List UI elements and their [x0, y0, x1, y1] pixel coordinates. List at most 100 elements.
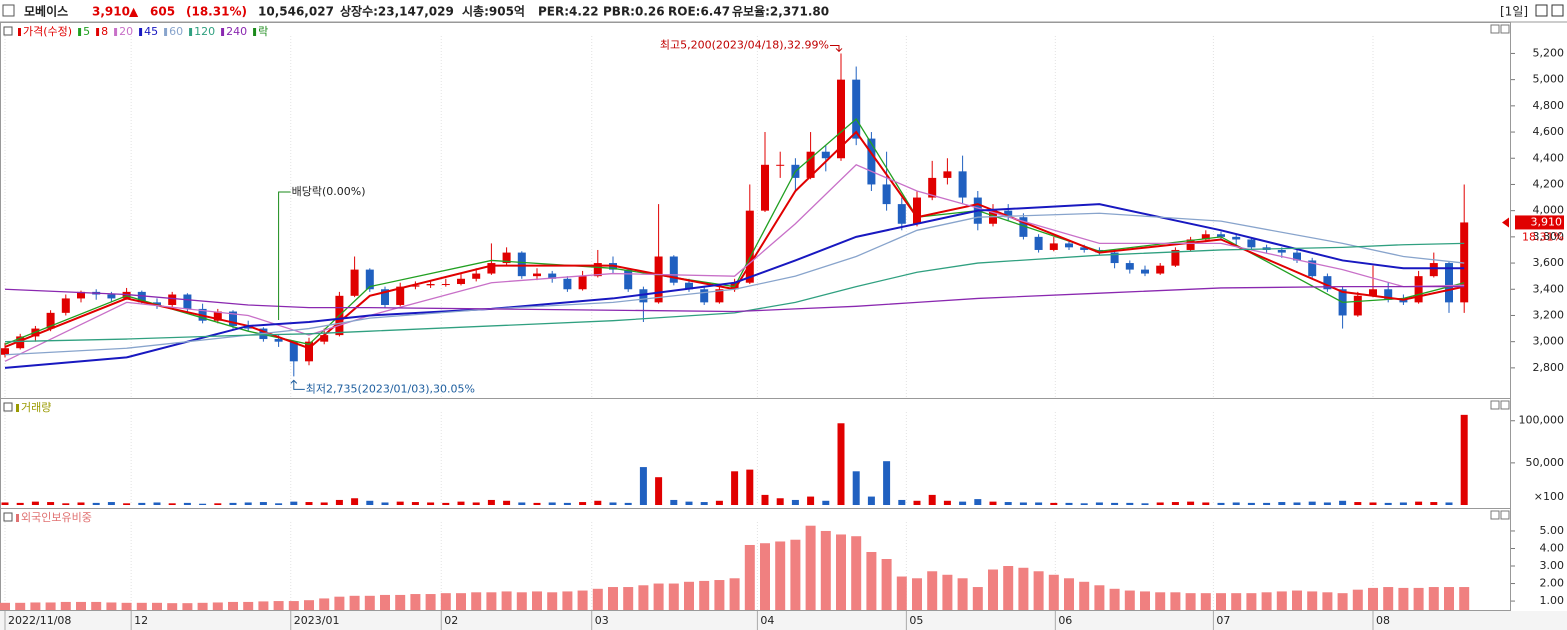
- ma-line: [4, 117, 1465, 345]
- bar: [106, 602, 117, 610]
- bar: [820, 530, 831, 610]
- x-tick-label: 08: [1376, 614, 1390, 627]
- candle-body: [928, 177, 937, 198]
- legend-label: 60: [169, 25, 183, 38]
- bar: [592, 588, 603, 610]
- candle-body: [852, 79, 861, 139]
- panel-swatch: [16, 514, 19, 522]
- pbr: PBR:0.26: [603, 5, 665, 19]
- y-tick-label: 4,200: [1533, 177, 1565, 190]
- bar: [410, 594, 421, 610]
- bar: [1415, 501, 1423, 505]
- candle-body: [700, 289, 709, 303]
- legend-label: 가격(수정): [23, 25, 72, 38]
- bar: [1246, 593, 1257, 610]
- bar: [395, 594, 406, 610]
- x-tick-label: 2023/01: [294, 614, 340, 627]
- bar: [668, 583, 679, 610]
- bar: [76, 601, 86, 610]
- bar: [335, 499, 343, 505]
- bar: [472, 502, 480, 505]
- bar: [1033, 571, 1044, 610]
- panel-swatch: [16, 404, 19, 412]
- bar: [304, 600, 314, 610]
- close-button[interactable]: [1551, 4, 1564, 17]
- candle-body: [381, 289, 389, 305]
- panel-button[interactable]: [1500, 510, 1510, 520]
- bar: [912, 578, 922, 610]
- panel-checkbox[interactable]: [3, 26, 13, 36]
- candle-body: [913, 197, 921, 224]
- bar: [822, 500, 830, 505]
- bar: [229, 502, 237, 505]
- panel-button[interactable]: [1490, 510, 1500, 520]
- bar: [305, 502, 313, 505]
- bar: [562, 591, 573, 610]
- candle-body: [1460, 222, 1469, 303]
- candle-body: [305, 341, 313, 362]
- x-tick-label: 06: [1058, 614, 1072, 627]
- candle-body: [1308, 260, 1317, 277]
- candle-body: [761, 164, 769, 211]
- checkbox[interactable]: [2, 4, 15, 17]
- candle-body: [1369, 289, 1377, 296]
- legend-label: 120: [194, 25, 215, 38]
- bar: [1140, 591, 1150, 610]
- panel-checkbox[interactable]: [3, 402, 13, 412]
- candle-body: [517, 252, 526, 277]
- candle-body: [669, 256, 678, 283]
- panel-button[interactable]: [1500, 24, 1510, 34]
- candle-body: [1004, 210, 1013, 218]
- annotation: 최저2,735(2023/01/03),30.05%: [306, 382, 475, 395]
- bar: [152, 602, 162, 610]
- bar: [273, 601, 284, 610]
- bar: [1064, 578, 1074, 610]
- candle-body: [411, 285, 420, 287]
- bar: [123, 503, 131, 505]
- x-tick-label: 04: [760, 614, 774, 627]
- candle-body: [821, 151, 830, 159]
- candle-body: [593, 263, 602, 277]
- y-tick-label: 5,000: [1533, 73, 1565, 86]
- market-cap: 시총:905억: [462, 4, 525, 19]
- candle-body: [533, 273, 541, 277]
- bar: [501, 591, 512, 610]
- bar: [1124, 590, 1135, 610]
- bar: [989, 501, 997, 505]
- maximize-button[interactable]: [1535, 4, 1548, 17]
- bar: [972, 587, 983, 610]
- bar: [623, 587, 634, 610]
- x-tick-label: 03: [595, 614, 609, 627]
- bar: [1109, 588, 1120, 610]
- bar: [609, 502, 617, 505]
- candle-body: [1399, 299, 1408, 303]
- bar: [594, 500, 602, 505]
- price: 3,910: [92, 5, 130, 19]
- candle-body: [882, 184, 891, 205]
- bar: [1111, 502, 1119, 505]
- bar: [1171, 502, 1179, 505]
- bar: [258, 601, 269, 610]
- panel-button[interactable]: [1490, 400, 1500, 410]
- candle-body: [1034, 236, 1043, 250]
- panel-button[interactable]: [1500, 400, 1510, 410]
- period[interactable]: [1일]: [1500, 5, 1528, 19]
- arrow: ▲: [129, 5, 139, 19]
- ma-line: [4, 242, 1465, 343]
- y-tick-label: 100,000: [1519, 414, 1565, 427]
- bar: [183, 502, 191, 505]
- panel-checkbox[interactable]: [3, 512, 13, 522]
- y-tick-label: 3,400: [1533, 282, 1565, 295]
- bar: [1231, 593, 1242, 610]
- bar: [729, 578, 740, 610]
- bar: [351, 498, 359, 505]
- bar: [608, 587, 618, 610]
- bar: [898, 499, 906, 505]
- bar: [927, 571, 938, 610]
- candle-body: [1049, 243, 1058, 250]
- bar: [775, 541, 786, 610]
- panel-button[interactable]: [1490, 24, 1500, 34]
- legend-label: 45: [144, 25, 158, 38]
- y-tick-label: 3,600: [1533, 256, 1565, 269]
